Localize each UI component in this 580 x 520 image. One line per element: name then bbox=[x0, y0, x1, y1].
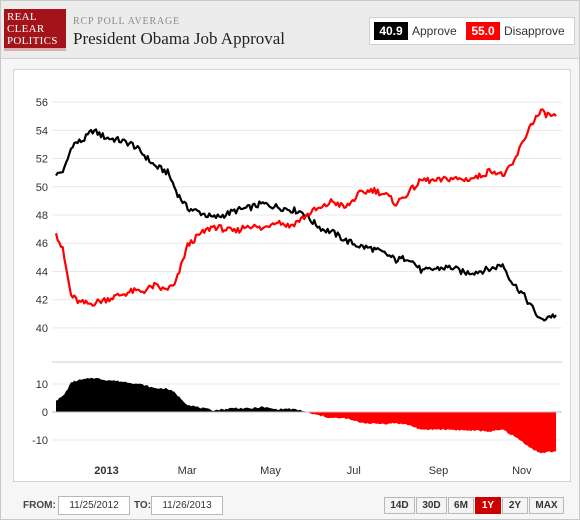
chart-area[interactable]: 40 42 44 46 48 50 52 54 56 -10 0 10 2013 Mar May Jul S… bbox=[13, 69, 571, 482]
disapprove-label: Disapprove bbox=[504, 24, 565, 38]
x-tick-label: May bbox=[260, 465, 281, 477]
from-date-input[interactable]: 11/25/2012 bbox=[58, 496, 130, 515]
y-tick-label: 42 bbox=[36, 295, 48, 307]
spread-area-positive bbox=[56, 377, 556, 412]
spread-y-tick-label: -10 bbox=[32, 435, 48, 447]
x-tick-label: 2013 bbox=[94, 465, 118, 477]
chart-svg: 40 42 44 46 48 50 52 54 56 -10 0 10 2013 Mar May Jul S… bbox=[32, 97, 562, 477]
range-button-1y[interactable]: 1Y bbox=[475, 497, 501, 514]
chart-footer: FROM: 11/25/2012 TO: 11/26/2013 14D 30D … bbox=[1, 493, 579, 519]
range-button-2y[interactable]: 2Y bbox=[502, 497, 528, 514]
legend-box: 40.9 Approve 55.0 Disapprove bbox=[369, 17, 575, 45]
realclearpolitics-logo: REAL CLEAR POLITICS bbox=[4, 9, 66, 51]
chart-title: President Obama Job Approval bbox=[73, 29, 285, 48]
spread-y-tick-label: 10 bbox=[36, 379, 48, 391]
x-tick-label: Nov bbox=[512, 465, 532, 477]
x-tick-label: Sep bbox=[429, 465, 449, 477]
chart-subtitle: RCP POLL AVERAGE bbox=[73, 16, 180, 27]
y-tick-label: 48 bbox=[36, 210, 48, 222]
y-tick-label: 52 bbox=[36, 154, 48, 166]
logo-line-politics: POLITICS bbox=[7, 35, 58, 47]
chart-header: REAL CLEAR POLITICS RCP POLL AVERAGE Pre… bbox=[1, 1, 579, 59]
spread-y-tick-label: 0 bbox=[42, 407, 48, 419]
y-tick-label: 56 bbox=[36, 97, 48, 109]
y-tick-label: 46 bbox=[36, 238, 48, 250]
logo-underline bbox=[4, 48, 66, 51]
y-tick-label: 54 bbox=[36, 125, 48, 137]
logo-line-real: REAL bbox=[7, 11, 37, 23]
to-label: TO: bbox=[134, 500, 152, 511]
approve-value-badge: 40.9 bbox=[374, 22, 408, 40]
range-button-30d[interactable]: 30D bbox=[416, 497, 447, 514]
disapprove-value-badge: 55.0 bbox=[466, 22, 500, 40]
x-tick-label: Mar bbox=[178, 465, 197, 477]
from-label: FROM: bbox=[23, 500, 56, 511]
x-tick-label: Jul bbox=[347, 465, 361, 477]
y-tick-label: 50 bbox=[36, 182, 48, 194]
range-button-6m[interactable]: 6M bbox=[448, 497, 474, 514]
to-date-input[interactable]: 11/26/2013 bbox=[151, 496, 223, 515]
logo-line-clear: CLEAR bbox=[7, 23, 45, 35]
range-button-14d[interactable]: 14D bbox=[384, 497, 415, 514]
approve-label: Approve bbox=[412, 24, 457, 38]
series-line-disapprove bbox=[54, 108, 557, 307]
spread-area-negative bbox=[56, 412, 556, 454]
range-button-max[interactable]: MAX bbox=[529, 497, 564, 514]
y-tick-label: 40 bbox=[36, 323, 48, 335]
y-tick-label: 44 bbox=[36, 266, 48, 278]
